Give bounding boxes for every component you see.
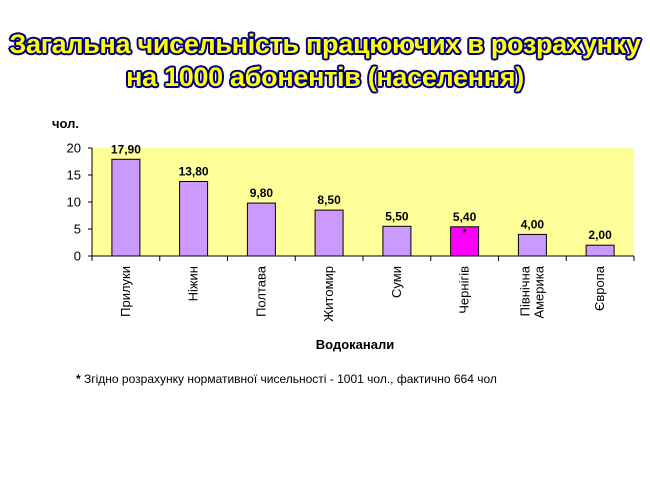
bar (314, 209, 344, 257)
footnote-text: Згідно розрахунку нормативної чисельност… (80, 372, 497, 386)
data-label: 5,50 (385, 209, 409, 223)
x-tick-label: Суми (389, 266, 404, 298)
x-tick-label: Європа (592, 265, 607, 311)
bar-annotation: * (462, 226, 467, 240)
footnote: * Згідно розрахунку нормативної чисельно… (76, 372, 497, 386)
bar (517, 233, 547, 257)
plot-area (92, 148, 634, 256)
data-label: 13,80 (179, 165, 209, 179)
data-label: 5,40 (453, 210, 477, 224)
bar (111, 158, 141, 257)
bar (246, 202, 276, 257)
chart-title-line-2: на 1000 абонентів (населення) (126, 62, 524, 92)
footnote-star: * (76, 372, 81, 386)
x-tick-label: Полтава (253, 265, 268, 317)
x-tick-label: Житомир (321, 266, 336, 322)
y-tick-label: 0 (74, 249, 81, 264)
chart-title-line-1: Загальна чисельність працюючих в розраху… (9, 29, 641, 59)
data-label: 8,50 (317, 193, 341, 207)
bar (382, 225, 412, 257)
data-label: 2,00 (588, 228, 612, 242)
x-tick-label: Ніжин (186, 266, 201, 301)
data-label: 4,00 (521, 217, 545, 231)
y-tick-label: 5 (74, 222, 81, 237)
y-tick-label: 10 (67, 195, 81, 210)
bar (179, 181, 209, 257)
x-tick-label: Чернігів (457, 266, 472, 314)
x-tick-label: Північна (517, 265, 532, 316)
y-tick-label: 20 (67, 141, 81, 156)
x-tick-label: Америка (531, 265, 546, 318)
bar (585, 244, 615, 257)
chart-title: Загальна чисельність працюючих в розраху… (0, 28, 650, 94)
data-label: 17,90 (111, 142, 141, 156)
y-tick-label: 15 (67, 168, 81, 183)
data-label: 9,80 (250, 186, 274, 200)
x-tick-label: Прилуки (118, 266, 133, 317)
x-axis-title: Водоканали (316, 337, 394, 352)
y-axis-title: чол. (52, 116, 79, 131)
